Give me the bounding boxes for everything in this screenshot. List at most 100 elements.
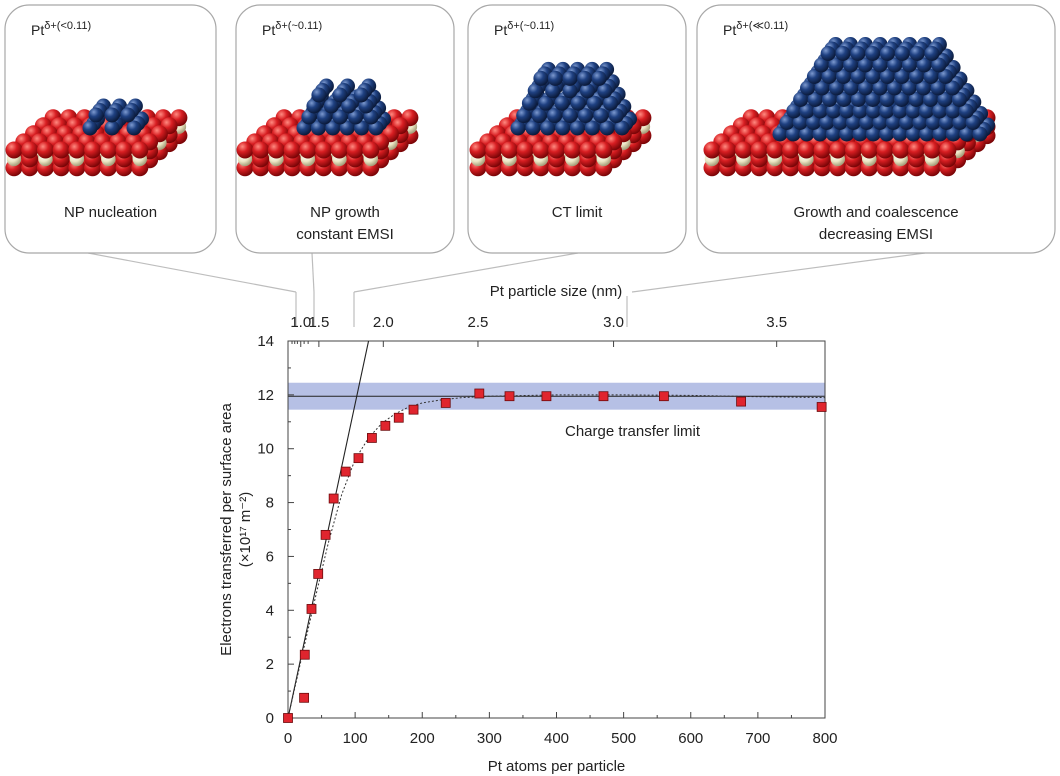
- platinum-atom: [825, 126, 841, 142]
- y-tick-label: 4: [266, 602, 274, 619]
- oxidation-state-label: Ptδ+(~0.11): [494, 20, 554, 38]
- platinum-atom: [938, 69, 954, 84]
- oxygen-atom: [330, 141, 348, 159]
- oxygen-atom: [532, 141, 550, 159]
- oxidation-superscript: δ+(≪0.11): [736, 20, 788, 32]
- platinum-atom: [786, 103, 802, 119]
- platinum-atom: [909, 46, 925, 61]
- oxygen-atom: [703, 141, 721, 159]
- data-point: [440, 398, 451, 408]
- platinum-atom: [533, 70, 549, 86]
- platinum-atom: [812, 103, 828, 119]
- platinum-atom: [939, 115, 954, 130]
- data-point: [367, 433, 377, 443]
- platinum-atom: [850, 69, 866, 84]
- oxidation-state-label: Ptδ+(<0.11): [31, 20, 91, 38]
- platinum-atom: [879, 103, 895, 119]
- platinum-atom: [806, 69, 822, 84]
- panel-4: Ptδ+(≪0.11) Growth and coalescence decreas…: [696, 4, 1056, 254]
- platinum-atom: [126, 120, 142, 136]
- top-tick-label: 3.0: [603, 314, 624, 331]
- oxygen-atom: [876, 141, 894, 159]
- oxygen-atom: [845, 141, 862, 159]
- platinum-atom: [799, 126, 815, 142]
- platinum-atom: [839, 103, 855, 119]
- platinum-atom: [799, 103, 815, 119]
- platinum-atom: [923, 69, 939, 84]
- platinum-atom: [918, 103, 934, 119]
- platinum-atom: [826, 103, 842, 119]
- x-tick-label: 300: [477, 730, 502, 747]
- platinum-atom: [879, 92, 895, 107]
- platinum-atom: [821, 69, 837, 84]
- platinum-atom: [919, 126, 935, 142]
- oxygen-atom: [563, 141, 581, 159]
- platinum-atom: [332, 109, 348, 125]
- oxygen-atom: [548, 141, 566, 159]
- platinum-atom: [865, 46, 881, 61]
- oxygen-atom: [579, 141, 597, 159]
- platinum-atom: [577, 70, 593, 86]
- platinum-atom: [892, 126, 908, 142]
- y-axis-label-line2: (×10¹⁷ m⁻²): [237, 492, 254, 567]
- x-axis-ticks: 0 100 200 300 400 500 600 700 800: [284, 712, 838, 747]
- y-axis-label-line1: Electrons transferred per surface area: [218, 403, 235, 656]
- platinum-atom: [945, 80, 960, 96]
- platinum-atom: [832, 115, 848, 130]
- panel-caption: Growth and coalescence: [793, 204, 958, 221]
- platinum-atom: [332, 87, 348, 103]
- top-tick-label: 1.5: [308, 314, 329, 331]
- platinum-atom: [894, 69, 910, 84]
- platinum-atom: [916, 80, 931, 96]
- oxygen-atom: [346, 141, 364, 159]
- oxygen-atom: [735, 141, 752, 159]
- platinum-atom: [348, 109, 363, 125]
- platinum-atom: [909, 69, 924, 84]
- oxygen-atom: [860, 141, 878, 159]
- platinum-atom: [908, 92, 924, 107]
- platinum-atom: [545, 83, 561, 99]
- data-point: [299, 649, 310, 660]
- platinum-atom: [879, 46, 895, 61]
- y-tick-label: 0: [266, 710, 274, 727]
- platinum-atom: [317, 109, 332, 125]
- platinum-atom: [579, 83, 595, 99]
- x-tick-label: 500: [611, 730, 636, 747]
- plot-content: [283, 340, 827, 723]
- platinum-atom: [959, 126, 975, 142]
- data-point: [816, 402, 827, 412]
- oxygen-atom: [5, 141, 23, 159]
- oxygen-atom: [469, 141, 487, 159]
- platinum-atom: [829, 80, 844, 96]
- oxygen-atom: [37, 141, 54, 159]
- platinum-atom: [822, 92, 837, 107]
- panel-2: Ptδ+(~0.11) NP growth constant EMSI: [235, 4, 455, 254]
- platinum-atom: [850, 46, 866, 61]
- x-tick-label: 400: [544, 730, 569, 747]
- platinum-atom: [932, 103, 948, 119]
- platinum-atom: [806, 115, 821, 130]
- oxidation-superscript: δ+(~0.11): [507, 20, 554, 32]
- oxygen-atom: [236, 141, 254, 159]
- platinum-atom: [800, 80, 815, 96]
- platinum-atom: [547, 108, 563, 124]
- platinum-atom: [812, 126, 828, 142]
- data-point: [320, 529, 331, 540]
- panel-1: Ptδ+(<0.11) NP nucleation: [4, 4, 217, 254]
- top-axis-label: Pt particle size (nm): [490, 283, 623, 300]
- top-tick-label: 2.5: [468, 314, 489, 331]
- platinum-atom: [354, 120, 370, 136]
- platinum-atom: [836, 69, 851, 84]
- oxygen-atom: [516, 141, 534, 159]
- platinum-atom: [577, 108, 593, 124]
- panel-caption: CT limit: [552, 204, 603, 221]
- oxygen-atom: [99, 141, 117, 159]
- platinum-atom: [952, 115, 968, 130]
- platinum-atom: [887, 80, 902, 96]
- oxygen-atom: [485, 141, 503, 159]
- platinum-atom: [852, 103, 868, 119]
- oxygen-atom: [813, 141, 831, 159]
- platinum-atom: [813, 57, 829, 73]
- oxygen-atom: [907, 141, 925, 159]
- platinum-atom: [104, 120, 120, 136]
